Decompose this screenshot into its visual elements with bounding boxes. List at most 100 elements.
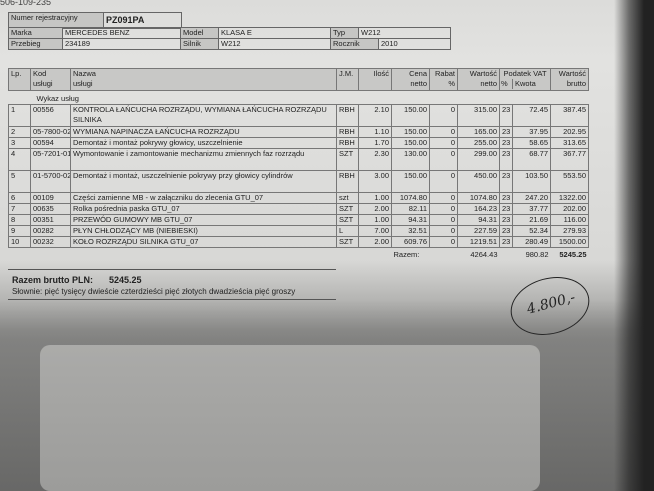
cell-rabat: 0 — [429, 225, 458, 237]
cell-brutto: 116.00 — [550, 214, 590, 226]
cell-cena: 150.00 — [391, 137, 430, 149]
header-vat-title: Podatek VAT — [503, 69, 547, 79]
cell-kod: 01-5700-02 — [30, 170, 71, 193]
invoice-body: Lp. Kod usługi Nazwa usługi J.M. Ilość C… — [8, 68, 590, 300]
cell-vat: 23 — [499, 126, 513, 138]
cell-kwota: 68.77 — [511, 148, 552, 171]
cell-ilosc: 2.00 — [358, 203, 392, 215]
header-vat-kwota: Kwota — [515, 79, 536, 88]
cell-brutto: 367.77 — [550, 148, 590, 171]
cell-ilosc: 2.00 — [358, 236, 392, 248]
silnik-value: W212 — [218, 38, 331, 50]
cell-netto: 255.00 — [457, 137, 500, 149]
cell-kwota: 72.45 — [511, 104, 552, 127]
table-row: 9 00282 PŁYN CHŁODZĄCY MB (NIEBIESKI) L 7.00… — [8, 225, 590, 237]
cell-netto: 450.00 — [457, 170, 500, 193]
cell-ilosc: 1.10 — [358, 126, 392, 138]
cell-brutto: 553.50 — [550, 170, 590, 193]
cell-netto: 315.00 — [457, 104, 500, 127]
cell-jm: RBH — [336, 137, 359, 149]
cell-jm: SZT — [336, 214, 359, 226]
cell-cena: 609.76 — [391, 236, 430, 248]
przebieg-value: 234189 — [62, 38, 181, 50]
przebieg-label: Przebieg — [8, 38, 63, 50]
table-header: Lp. Kod usługi Nazwa usługi J.M. Ilość C… — [8, 68, 590, 91]
cell-brutto: 1500.00 — [550, 236, 590, 248]
cell-kwota: 37.95 — [511, 126, 552, 138]
cell-cena: 82.11 — [391, 203, 430, 215]
cell-kod: 00635 — [30, 203, 71, 215]
cell-vat: 23 — [499, 214, 513, 226]
cell-vat: 23 — [499, 236, 513, 248]
cell-netto: 94.31 — [457, 214, 500, 226]
marka-label: Marka — [8, 27, 63, 39]
cell-rabat: 0 — [429, 170, 458, 193]
cell-ilosc: 7.00 — [358, 225, 392, 237]
table-row: 3 00594 Demontaż i montaż pokrywy głowicy,… — [8, 137, 590, 149]
cell-vat: 23 — [499, 148, 513, 171]
cell-nazwa: Rolka pośrednia paska GTU_07 — [70, 203, 337, 215]
cell-kwota: 37.77 — [511, 203, 552, 215]
cell-lp: 7 — [8, 203, 31, 215]
cell-kwota: 103.50 — [511, 170, 552, 193]
cell-jm: RBH — [336, 170, 359, 193]
cell-vat: 23 — [499, 170, 513, 193]
phone-number: 506-109-235 — [0, 0, 52, 7]
marka-value: MERCEDES BENZ — [62, 27, 181, 39]
cell-lp: 10 — [8, 236, 31, 248]
cell-jm: SZT — [336, 236, 359, 248]
rocznik-label: Rocznik — [330, 38, 379, 50]
cell-netto: 165.00 — [457, 126, 500, 138]
header-cena: Cena netto — [391, 68, 430, 91]
cell-nazwa: Demontaż i montaż, uszczelnienie pokrywy… — [70, 170, 337, 193]
cell-vat: 23 — [499, 203, 513, 215]
cell-kod: 00351 — [30, 214, 71, 226]
table-row: 10 00232 KOŁO ROZRZĄDU SILNIKA GTU_07 SZT 2.… — [8, 236, 590, 248]
cell-brutto: 202.00 — [550, 203, 590, 215]
cell-vat: 23 — [499, 192, 513, 204]
reg-label: Numer rejestracyjny — [8, 12, 104, 29]
header-lp: Lp. — [8, 68, 31, 91]
header-nazwa: Nazwa usługi — [70, 68, 337, 91]
registration-table: Numer rejestracyjny PZ091PA — [8, 12, 182, 29]
table-row: 7 00635 Rolka pośrednia paska GTU_07 SZT 2.0… — [8, 203, 590, 215]
cell-brutto: 1322.00 — [550, 192, 590, 204]
cell-ilosc: 2.10 — [358, 104, 392, 127]
totals-block: Razem brutto PLN: 5245.25 Słownie: pięć t… — [8, 268, 336, 300]
cell-nazwa: WYMIANA NAPINACZA ŁAŃCUCHA ROZRZĄDU — [70, 126, 337, 138]
table-row: 1 00556 KONTROLA ŁAŃCUCHA ROZRZĄDU, WYMIAN… — [8, 104, 590, 127]
total-brutto-pln: Razem brutto PLN: 5245.25 — [12, 274, 332, 286]
cell-netto: 1074.80 — [457, 192, 500, 204]
razem-vat: 980.82 — [525, 250, 549, 259]
cell-cena: 94.31 — [391, 214, 430, 226]
table-row: 5 01-5700-02 Demontaż i montaż, uszczelnie… — [8, 170, 590, 193]
table-row: 6 00109 Części zamienne MB - w załączniku … — [8, 192, 590, 204]
typ-label: Typ — [330, 27, 359, 39]
cell-kod: 05-7800-02 — [30, 126, 71, 138]
cell-jm: RBH — [336, 104, 359, 127]
cell-lp: 2 — [8, 126, 31, 138]
cell-netto: 299.00 — [457, 148, 500, 171]
cell-cena: 150.00 — [391, 104, 430, 127]
cell-kod: 00232 — [30, 236, 71, 248]
model-label: Model — [180, 27, 219, 39]
header-jm: J.M. — [336, 68, 359, 91]
cell-kwota: 52.34 — [511, 225, 552, 237]
cell-cena: 1074.80 — [391, 192, 430, 204]
totals-row: Razem: 4264.43 980.82 5245.25 — [9, 248, 589, 261]
cell-ilosc: 1.00 — [358, 192, 392, 204]
cell-rabat: 0 — [429, 137, 458, 149]
cell-kod: 00594 — [30, 137, 71, 149]
cell-lp: 3 — [8, 137, 31, 149]
cell-lp: 1 — [8, 104, 31, 127]
total-brutto-label: Razem brutto PLN: — [12, 274, 93, 285]
cell-nazwa: PŁYN CHŁODZĄCY MB (NIEBIESKI) — [70, 225, 337, 237]
cell-nazwa: Wymontowanie i zamontowanie mechanizmu z… — [70, 148, 337, 171]
cell-kod: 00282 — [30, 225, 71, 237]
cell-kwota: 280.49 — [511, 236, 552, 248]
cell-kod: 05-7201-01 — [30, 148, 71, 171]
header-netto: Wartość netto — [457, 68, 500, 91]
cell-rabat: 0 — [429, 148, 458, 171]
cell-cena: 150.00 — [391, 170, 430, 193]
razem-label: Razem: — [393, 250, 420, 259]
